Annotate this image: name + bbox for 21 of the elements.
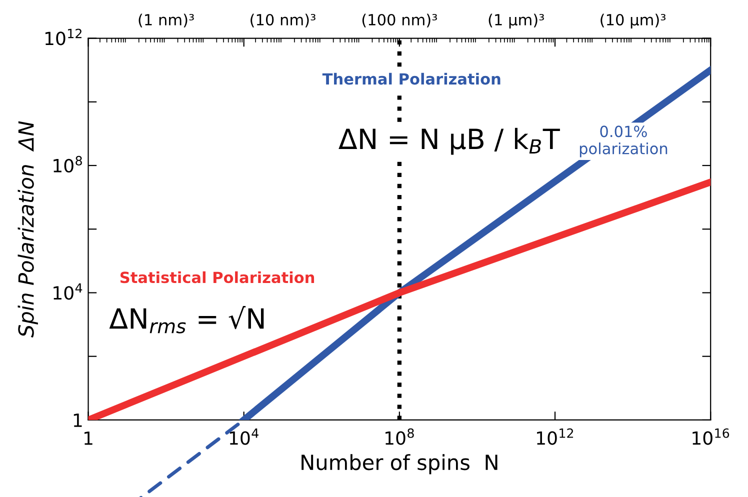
x-tick-label: 1 (84, 432, 92, 445)
x-tick-label: 10$^{16}$ (692, 428, 730, 445)
y-tick-label: 10$^{8}$ (54, 156, 82, 172)
text: (1 nm)³ (138, 14, 194, 28)
text: (10 µm)³ (600, 14, 666, 28)
y-tick-label: 10$^{12}$ (45, 28, 82, 46)
y-tick-label: 10$^{4}$ (54, 283, 82, 300)
text: Thermal Polarization (322, 72, 500, 85)
x-tick-label: 10$^{12}$ (537, 428, 574, 445)
x-tick-label: 10$^{8}$ (386, 428, 414, 445)
text: (10 nm)³ (250, 14, 316, 28)
annotation: ΔN$_{rms}$ = √N (109, 306, 264, 334)
y-tick-label: 1 (74, 414, 82, 427)
text: (100 nm)³ (362, 14, 437, 28)
annotation: ΔN = N μB / k$_{B}$T (338, 128, 560, 155)
y-axis-title: Spin Polarization ΔN (18, 121, 38, 338)
text: (1 µm)³ (488, 14, 544, 28)
x-tick-label: 10$^{4}$ (230, 428, 258, 445)
text: Statistical Polarization (120, 271, 314, 284)
annotation: 0.01% polarization (580, 126, 668, 158)
x-axis-title: Number of spins N (302, 454, 498, 474)
